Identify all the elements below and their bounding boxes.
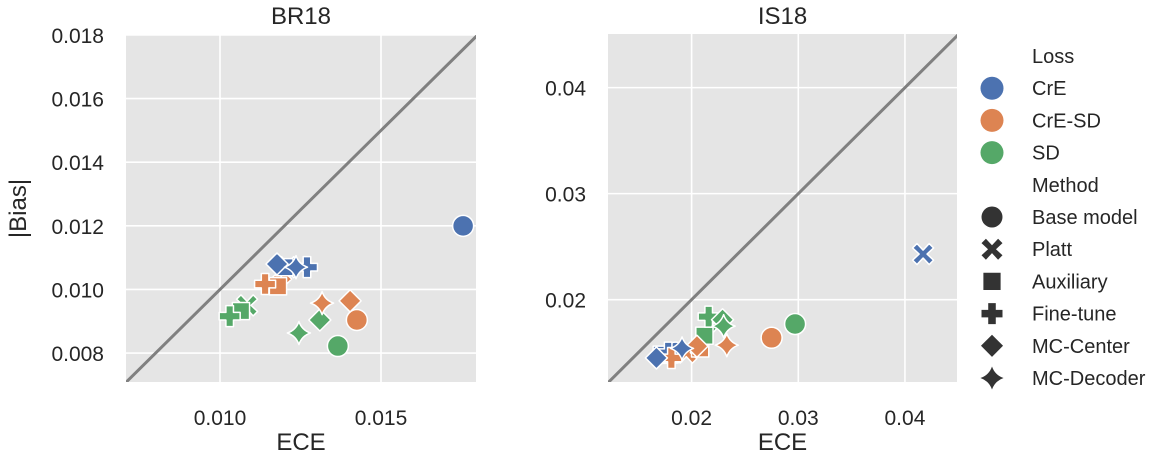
y-tick-label: 0.016 bbox=[51, 89, 104, 112]
identity-line bbox=[608, 34, 957, 382]
legend-circle-icon bbox=[980, 141, 1004, 165]
data-point-sd-fine-tune bbox=[218, 304, 241, 328]
is18-panel: 0.02 0.03 0.04 0.02 0.03 0.04 IS18 ECE bbox=[545, 3, 957, 456]
legend-loss-item: SD bbox=[1032, 143, 1060, 165]
legend: Loss CrE CrE-SD SD Method Base model Platt Auxi… bbox=[980, 46, 1146, 390]
chart-title: IS18 bbox=[758, 3, 807, 30]
legend-circle-icon bbox=[981, 206, 1003, 228]
data-point-sd-base-model bbox=[783, 312, 807, 336]
data-point-cre-sd-mc-decoder bbox=[714, 332, 740, 358]
legend-loss-item: CrE bbox=[1032, 78, 1066, 100]
legend-method-item: Base model bbox=[1032, 207, 1138, 229]
legend-method-item: Platt bbox=[1032, 239, 1072, 261]
data-point-cre-mc-center bbox=[265, 252, 289, 276]
data-point-sd-fine-tune bbox=[697, 305, 720, 328]
data-point-sd-mc-center bbox=[308, 308, 332, 332]
y-tick-label: 0.014 bbox=[51, 152, 104, 175]
x-tick-label: 0.015 bbox=[355, 407, 408, 430]
data-point-cre-mc-decoder bbox=[669, 336, 695, 361]
x-tick-label: 0.010 bbox=[194, 407, 247, 430]
legend-method-item: Auxiliary bbox=[1032, 271, 1108, 293]
data-point-cre-base-model bbox=[451, 214, 475, 238]
x-tick-label: 0.03 bbox=[778, 407, 819, 430]
legend-circle-icon bbox=[980, 108, 1004, 132]
y-tick-label: 0.008 bbox=[51, 343, 104, 366]
x-axis-label: ECE bbox=[758, 429, 807, 456]
x-axis-label: ECE bbox=[276, 429, 325, 456]
data-point-sd-mc-decoder bbox=[286, 320, 312, 346]
legend-method-item: Fine-tune bbox=[1032, 304, 1117, 326]
data-point-cre-sd-mc-center bbox=[685, 334, 709, 359]
legend-x-icon bbox=[981, 238, 1003, 260]
legend-star4-icon bbox=[980, 366, 1004, 390]
br18-panel: 0.010 0.015 0.008 0.010 0.012 0.014 0.016 0.018… bbox=[5, 3, 476, 456]
legend-loss-title: Loss bbox=[1032, 46, 1074, 68]
legend-diamond-icon bbox=[980, 334, 1004, 357]
y-tick-label: 0.012 bbox=[51, 216, 104, 239]
legend-square-icon bbox=[983, 272, 1001, 291]
data-point-cre-sd-base-model bbox=[345, 308, 369, 332]
data-point-cre-sd-fine-tune bbox=[253, 272, 277, 296]
legend-method-item: MC-Decoder bbox=[1032, 368, 1146, 390]
data-point-cre-platt bbox=[911, 242, 935, 266]
y-tick-label: 0.04 bbox=[545, 78, 586, 101]
y-tick-label: 0.03 bbox=[545, 184, 586, 207]
legend-method-item: MC-Center bbox=[1032, 336, 1130, 358]
data-point-sd-base-model bbox=[326, 334, 350, 358]
chart-title: BR18 bbox=[271, 3, 331, 30]
data-point-cre-sd-base-model bbox=[760, 326, 783, 350]
y-tick-label: 0.02 bbox=[545, 290, 586, 313]
x-tick-label: 0.04 bbox=[885, 407, 926, 430]
y-tick-label: 0.018 bbox=[51, 25, 104, 48]
y-axis-label: |Bias| bbox=[5, 179, 32, 238]
data-point-cre-sd-mc-decoder bbox=[309, 290, 335, 316]
data-point-sd-mc-decoder bbox=[711, 313, 736, 339]
legend-circle-icon bbox=[980, 76, 1004, 100]
y-tick-label: 0.010 bbox=[51, 279, 104, 302]
legend-loss-item: CrE-SD bbox=[1032, 110, 1101, 132]
data-point-cre-mc-center bbox=[644, 346, 669, 370]
x-tick-label: 0.02 bbox=[671, 407, 712, 430]
legend-plus-icon bbox=[981, 303, 1003, 325]
data-point-cre-sd-mc-center bbox=[338, 289, 362, 313]
data-point-cre-mc-decoder bbox=[283, 254, 309, 280]
legend-method-title: Method bbox=[1032, 175, 1099, 197]
identity-line bbox=[126, 35, 476, 382]
